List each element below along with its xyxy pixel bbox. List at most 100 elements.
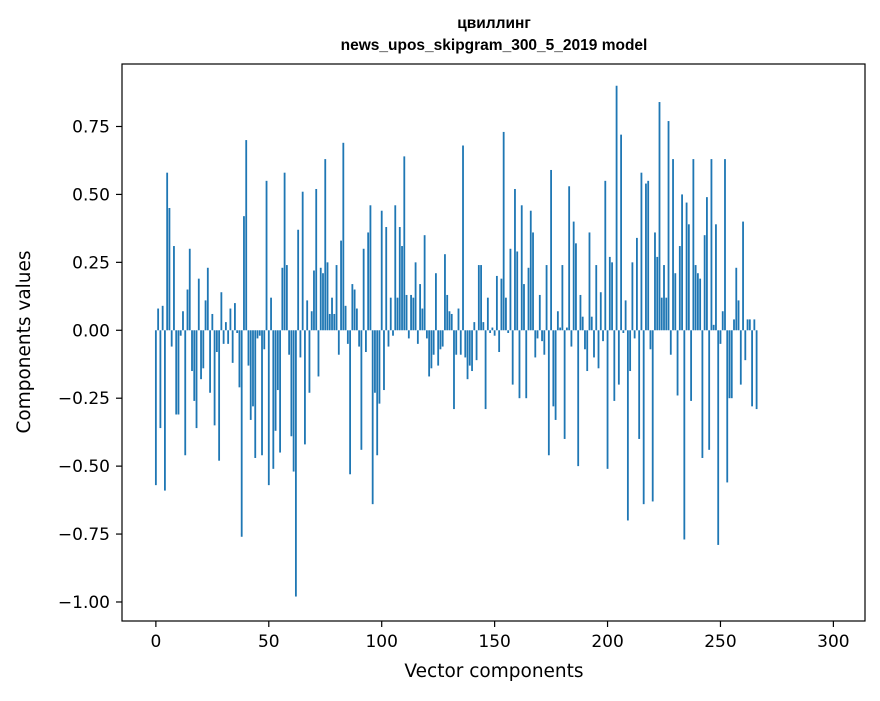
bar <box>645 183 647 331</box>
bar <box>272 330 275 469</box>
bar <box>651 330 654 502</box>
bar <box>432 330 435 355</box>
bar <box>620 134 622 331</box>
bar <box>376 330 379 456</box>
bar <box>656 256 659 331</box>
bar <box>588 232 591 331</box>
bar <box>638 330 641 439</box>
bar <box>527 267 530 331</box>
bar <box>457 308 460 331</box>
x-tick-label: 200 <box>591 632 623 652</box>
y-tick-label: 0.75 <box>72 117 110 137</box>
bar <box>441 330 444 347</box>
bar <box>746 319 749 331</box>
bar <box>568 186 571 331</box>
bar <box>387 330 390 347</box>
bar <box>353 289 356 331</box>
bar <box>665 297 668 331</box>
bar <box>234 303 236 331</box>
bar <box>299 330 302 358</box>
bar <box>602 330 604 342</box>
bar <box>265 180 268 331</box>
bar <box>525 330 528 399</box>
bar <box>385 227 388 331</box>
y-tick-label: −0.75 <box>58 525 110 545</box>
bar <box>229 308 232 331</box>
bar <box>446 294 449 331</box>
bar <box>493 330 496 336</box>
bar <box>660 297 663 331</box>
bar <box>477 265 480 331</box>
bar <box>593 330 595 358</box>
bar <box>667 121 670 331</box>
bar <box>708 330 711 450</box>
bar <box>396 297 399 331</box>
bar <box>319 267 322 331</box>
bar <box>209 330 211 393</box>
bar <box>489 330 492 333</box>
bar <box>505 297 507 331</box>
bar <box>324 159 327 331</box>
x-tick-label: 250 <box>704 632 736 652</box>
bar <box>238 330 241 388</box>
bar <box>459 330 462 355</box>
bar <box>631 262 634 331</box>
bar <box>288 330 291 355</box>
bar <box>380 210 383 331</box>
bar <box>681 194 683 331</box>
x-tick-label: 150 <box>478 632 510 652</box>
bar <box>351 284 354 331</box>
bar <box>270 297 272 331</box>
y-tick-label: −1.00 <box>58 593 110 613</box>
bar <box>687 224 690 331</box>
x-tick-label: 100 <box>365 632 397 652</box>
bar <box>328 313 331 331</box>
bar <box>712 324 715 331</box>
bar <box>435 273 437 331</box>
bar <box>374 330 376 393</box>
bar <box>224 322 227 331</box>
bar <box>444 254 446 331</box>
bar <box>173 246 175 331</box>
bar <box>358 330 361 347</box>
bar <box>412 297 415 331</box>
bar <box>371 330 374 505</box>
bar <box>534 330 537 358</box>
chart-title: цвиллинг <box>457 15 531 32</box>
bar <box>694 265 697 331</box>
bar <box>249 330 252 420</box>
bar <box>468 330 471 366</box>
y-axis-ticks: 0.75 0.50 0.25 0.00 −0.25 −0.50 −0.75 −1.00 <box>58 117 122 613</box>
bar <box>502 131 505 331</box>
bar <box>213 330 216 426</box>
bar <box>252 330 254 407</box>
bar <box>410 294 412 331</box>
bar <box>349 330 351 475</box>
bar <box>726 330 729 483</box>
bar <box>599 292 602 331</box>
bar <box>597 330 600 369</box>
bar <box>584 330 586 350</box>
bar <box>258 330 261 336</box>
bar <box>398 227 401 331</box>
bar <box>401 246 403 331</box>
bar <box>177 330 180 415</box>
bar <box>367 232 370 331</box>
bar <box>730 330 733 399</box>
bar <box>227 330 230 344</box>
bar <box>392 330 394 336</box>
bar <box>240 330 243 537</box>
bar <box>649 330 652 350</box>
bar <box>715 224 717 331</box>
bar <box>739 330 742 385</box>
bar <box>744 330 747 361</box>
bar <box>317 330 320 377</box>
bar <box>532 232 534 331</box>
bar <box>685 202 688 331</box>
bar <box>378 330 381 404</box>
bar <box>281 267 284 331</box>
y-tick-label: 0.00 <box>72 321 110 341</box>
bar <box>182 311 184 331</box>
bar <box>471 330 473 372</box>
bar <box>692 159 695 331</box>
